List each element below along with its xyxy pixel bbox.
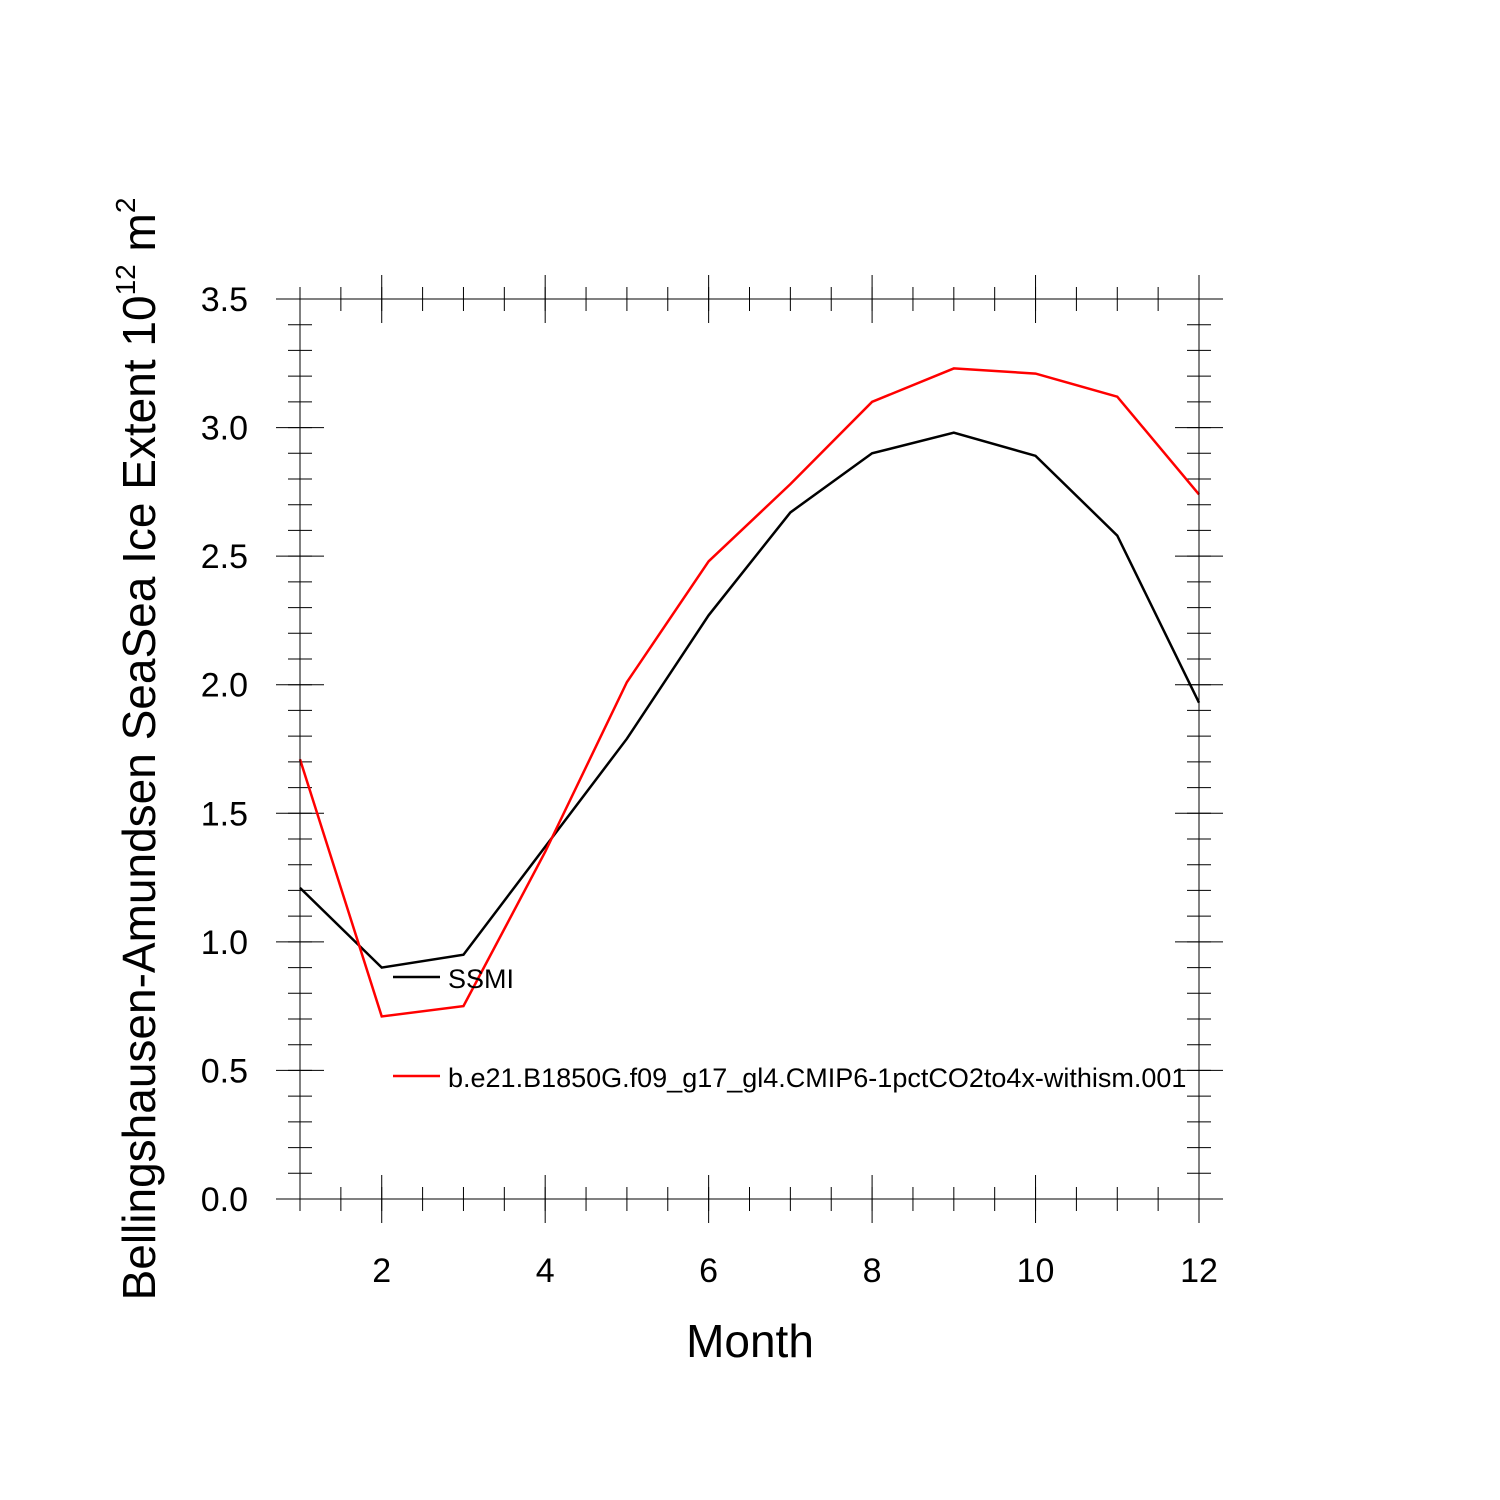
- series-line-2: [298, 367, 1200, 1018]
- legend: SSMI b.e21.B1850G.f09_g17_gl4.CMIP6-1pctC…: [393, 964, 1186, 1093]
- x-tick-labels: 2 4 6 8 10 12: [372, 1252, 1218, 1290]
- x-tick-label: 8: [863, 1252, 882, 1290]
- legend-label: b.e21.B1850G.f09_g17_gl4.CMIP6-1pctCO2to…: [448, 1063, 1186, 1093]
- y-tick-label: 1.5: [201, 795, 248, 833]
- y-axis-title-text: Bellingshausen-Amundsen SeaSea Ice Exten…: [113, 295, 165, 1300]
- series-line-1: [299, 431, 1201, 969]
- y-tick-label: 3.0: [201, 410, 248, 448]
- y-axis-title-exponent: 12: [110, 264, 141, 295]
- y-tick-label: 3.5: [201, 281, 248, 319]
- y-tick-label: 0.0: [201, 1181, 248, 1219]
- plot-frame: [299, 298, 1200, 1200]
- x-axis-title: Month: [686, 1315, 814, 1367]
- x-tick-label: 4: [536, 1252, 555, 1290]
- y-tick-labels: 0.0 0.5 1.0 1.5 2.0 2.5 3.0 3.5: [201, 281, 248, 1219]
- y-tick-label: 2.0: [201, 667, 248, 705]
- legend-label: SSMI: [448, 964, 514, 994]
- y-axis-title: Bellingshausen-Amundsen SeaSea Ice Exten…: [110, 198, 165, 1301]
- x-tick-label: 10: [1017, 1252, 1055, 1290]
- y-tick-label: 1.0: [201, 924, 248, 962]
- y-tick-label: 2.5: [201, 538, 248, 576]
- x-tick-label: 6: [699, 1252, 718, 1290]
- x-tick-label: 12: [1180, 1252, 1218, 1290]
- y-axis-title-unit: m: [113, 213, 165, 264]
- series-lines: [298, 367, 1201, 1018]
- y-axis-title-unit-exponent: 2: [110, 198, 141, 214]
- x-tick-label: 2: [372, 1252, 391, 1290]
- y-tick-label: 0.5: [201, 1052, 248, 1090]
